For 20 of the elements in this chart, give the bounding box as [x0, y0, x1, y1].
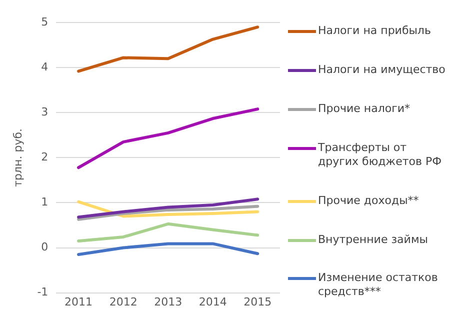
y-tick-label: -1 [37, 286, 48, 299]
x-tick-label: 2014 [198, 295, 227, 308]
y-axis-title: трлн. руб. [11, 128, 24, 187]
legend-label: Изменение остатков средств*** [318, 271, 439, 300]
x-tick-label: 2013 [154, 295, 182, 308]
y-tick-label: 1 [41, 196, 48, 209]
y-tick-label: 0 [41, 240, 48, 254]
legend-label: Налоги на имущество [318, 63, 446, 78]
legend-label: Трансферты от других бюджетов РФ [318, 140, 443, 169]
legend-label: Прочие доходы** [318, 194, 419, 208]
legend-label: Прочие налоги* [318, 102, 410, 116]
y-tick-label: 4 [41, 60, 48, 74]
y-tick-label: 5 [41, 15, 48, 28]
legend-label: Налоги на прибыль [318, 24, 431, 38]
x-tick-label: 2012 [109, 295, 138, 308]
y-tick-label: 2 [41, 150, 48, 164]
x-tick-label: 2015 [244, 295, 272, 308]
y-tick-label: 3 [41, 106, 48, 119]
x-tick-label: 2011 [64, 295, 93, 308]
legend-label: Внутренние займы [318, 232, 428, 247]
